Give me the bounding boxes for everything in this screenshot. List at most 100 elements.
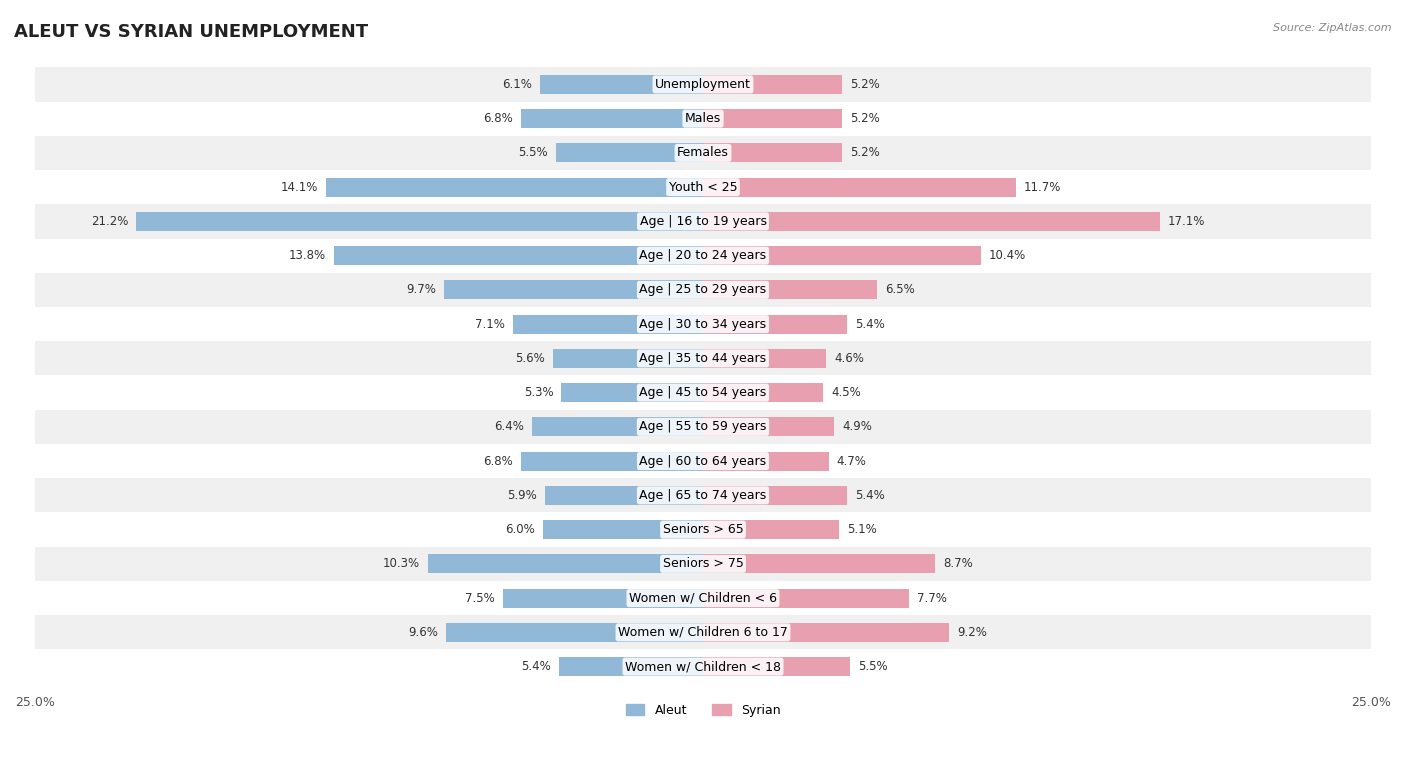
Bar <box>35 547 1371 581</box>
Bar <box>35 512 1371 547</box>
Bar <box>522 109 703 128</box>
Bar <box>703 315 848 334</box>
Text: Source: ZipAtlas.com: Source: ZipAtlas.com <box>1274 23 1392 33</box>
Bar <box>35 238 1371 273</box>
Text: Age | 45 to 54 years: Age | 45 to 54 years <box>640 386 766 399</box>
Bar <box>703 109 842 128</box>
Bar <box>35 204 1371 238</box>
Text: Females: Females <box>678 146 728 160</box>
Bar <box>444 280 703 299</box>
Bar <box>35 136 1371 170</box>
Bar <box>35 650 1371 684</box>
Text: 5.4%: 5.4% <box>522 660 551 673</box>
Text: Unemployment: Unemployment <box>655 78 751 91</box>
Text: Males: Males <box>685 112 721 125</box>
Text: 6.8%: 6.8% <box>484 455 513 468</box>
Bar <box>703 486 848 505</box>
Bar <box>136 212 703 231</box>
Text: 5.6%: 5.6% <box>516 352 546 365</box>
Text: 6.8%: 6.8% <box>484 112 513 125</box>
Text: 7.7%: 7.7% <box>917 592 946 605</box>
Text: 9.7%: 9.7% <box>406 283 436 297</box>
Text: Age | 60 to 64 years: Age | 60 to 64 years <box>640 455 766 468</box>
Text: Seniors > 65: Seniors > 65 <box>662 523 744 536</box>
Text: 14.1%: 14.1% <box>281 181 318 194</box>
Bar <box>35 170 1371 204</box>
Text: 4.6%: 4.6% <box>834 352 863 365</box>
Bar <box>703 246 981 265</box>
Text: 7.5%: 7.5% <box>465 592 495 605</box>
Bar <box>703 623 949 642</box>
Bar <box>554 349 703 368</box>
Text: Youth < 25: Youth < 25 <box>669 181 737 194</box>
Bar <box>335 246 703 265</box>
Text: 4.5%: 4.5% <box>831 386 860 399</box>
Text: 5.4%: 5.4% <box>855 489 884 502</box>
Bar <box>703 75 842 94</box>
Text: 9.6%: 9.6% <box>409 626 439 639</box>
Bar <box>35 410 1371 444</box>
Text: 7.1%: 7.1% <box>475 318 505 331</box>
Bar <box>558 657 703 676</box>
Bar <box>703 417 834 436</box>
Text: ALEUT VS SYRIAN UNEMPLOYMENT: ALEUT VS SYRIAN UNEMPLOYMENT <box>14 23 368 41</box>
Bar <box>703 212 1160 231</box>
Text: Seniors > 75: Seniors > 75 <box>662 557 744 570</box>
Bar <box>703 280 877 299</box>
Text: 6.5%: 6.5% <box>884 283 914 297</box>
Bar <box>703 589 908 608</box>
Text: 5.1%: 5.1% <box>848 523 877 536</box>
Bar <box>427 554 703 573</box>
Text: 6.0%: 6.0% <box>505 523 534 536</box>
Text: Women w/ Children 6 to 17: Women w/ Children 6 to 17 <box>619 626 787 639</box>
Bar <box>522 452 703 471</box>
Bar <box>35 615 1371 650</box>
Bar <box>703 520 839 539</box>
Bar <box>35 307 1371 341</box>
Text: 6.1%: 6.1% <box>502 78 531 91</box>
Bar <box>447 623 703 642</box>
Bar <box>540 75 703 94</box>
Text: Women w/ Children < 18: Women w/ Children < 18 <box>626 660 780 673</box>
Bar <box>35 375 1371 410</box>
Bar <box>35 101 1371 136</box>
Text: Age | 55 to 59 years: Age | 55 to 59 years <box>640 420 766 433</box>
Bar <box>35 67 1371 101</box>
Text: Age | 65 to 74 years: Age | 65 to 74 years <box>640 489 766 502</box>
Text: 6.4%: 6.4% <box>494 420 524 433</box>
Bar <box>555 144 703 162</box>
Text: Age | 30 to 34 years: Age | 30 to 34 years <box>640 318 766 331</box>
Text: 9.2%: 9.2% <box>957 626 987 639</box>
Text: 10.4%: 10.4% <box>988 249 1026 262</box>
Text: 8.7%: 8.7% <box>943 557 973 570</box>
Text: 5.2%: 5.2% <box>851 146 880 160</box>
Bar <box>703 383 824 402</box>
Legend: Aleut, Syrian: Aleut, Syrian <box>620 699 786 722</box>
Bar <box>703 554 935 573</box>
Bar <box>326 178 703 197</box>
Text: Age | 35 to 44 years: Age | 35 to 44 years <box>640 352 766 365</box>
Bar <box>35 581 1371 615</box>
Bar <box>543 520 703 539</box>
Bar <box>35 341 1371 375</box>
Bar <box>703 178 1015 197</box>
Bar <box>703 349 825 368</box>
Bar <box>703 144 842 162</box>
Text: 5.2%: 5.2% <box>851 112 880 125</box>
Bar <box>513 315 703 334</box>
Bar <box>703 657 851 676</box>
Bar <box>502 589 703 608</box>
Bar <box>546 486 703 505</box>
Text: 5.5%: 5.5% <box>858 660 887 673</box>
Text: 5.4%: 5.4% <box>855 318 884 331</box>
Text: 5.2%: 5.2% <box>851 78 880 91</box>
Bar <box>531 417 703 436</box>
Text: Age | 25 to 29 years: Age | 25 to 29 years <box>640 283 766 297</box>
Text: 13.8%: 13.8% <box>290 249 326 262</box>
Bar <box>35 478 1371 512</box>
Text: 11.7%: 11.7% <box>1024 181 1062 194</box>
Text: Age | 16 to 19 years: Age | 16 to 19 years <box>640 215 766 228</box>
Text: 5.3%: 5.3% <box>523 386 554 399</box>
Text: Women w/ Children < 6: Women w/ Children < 6 <box>628 592 778 605</box>
Bar <box>703 452 828 471</box>
